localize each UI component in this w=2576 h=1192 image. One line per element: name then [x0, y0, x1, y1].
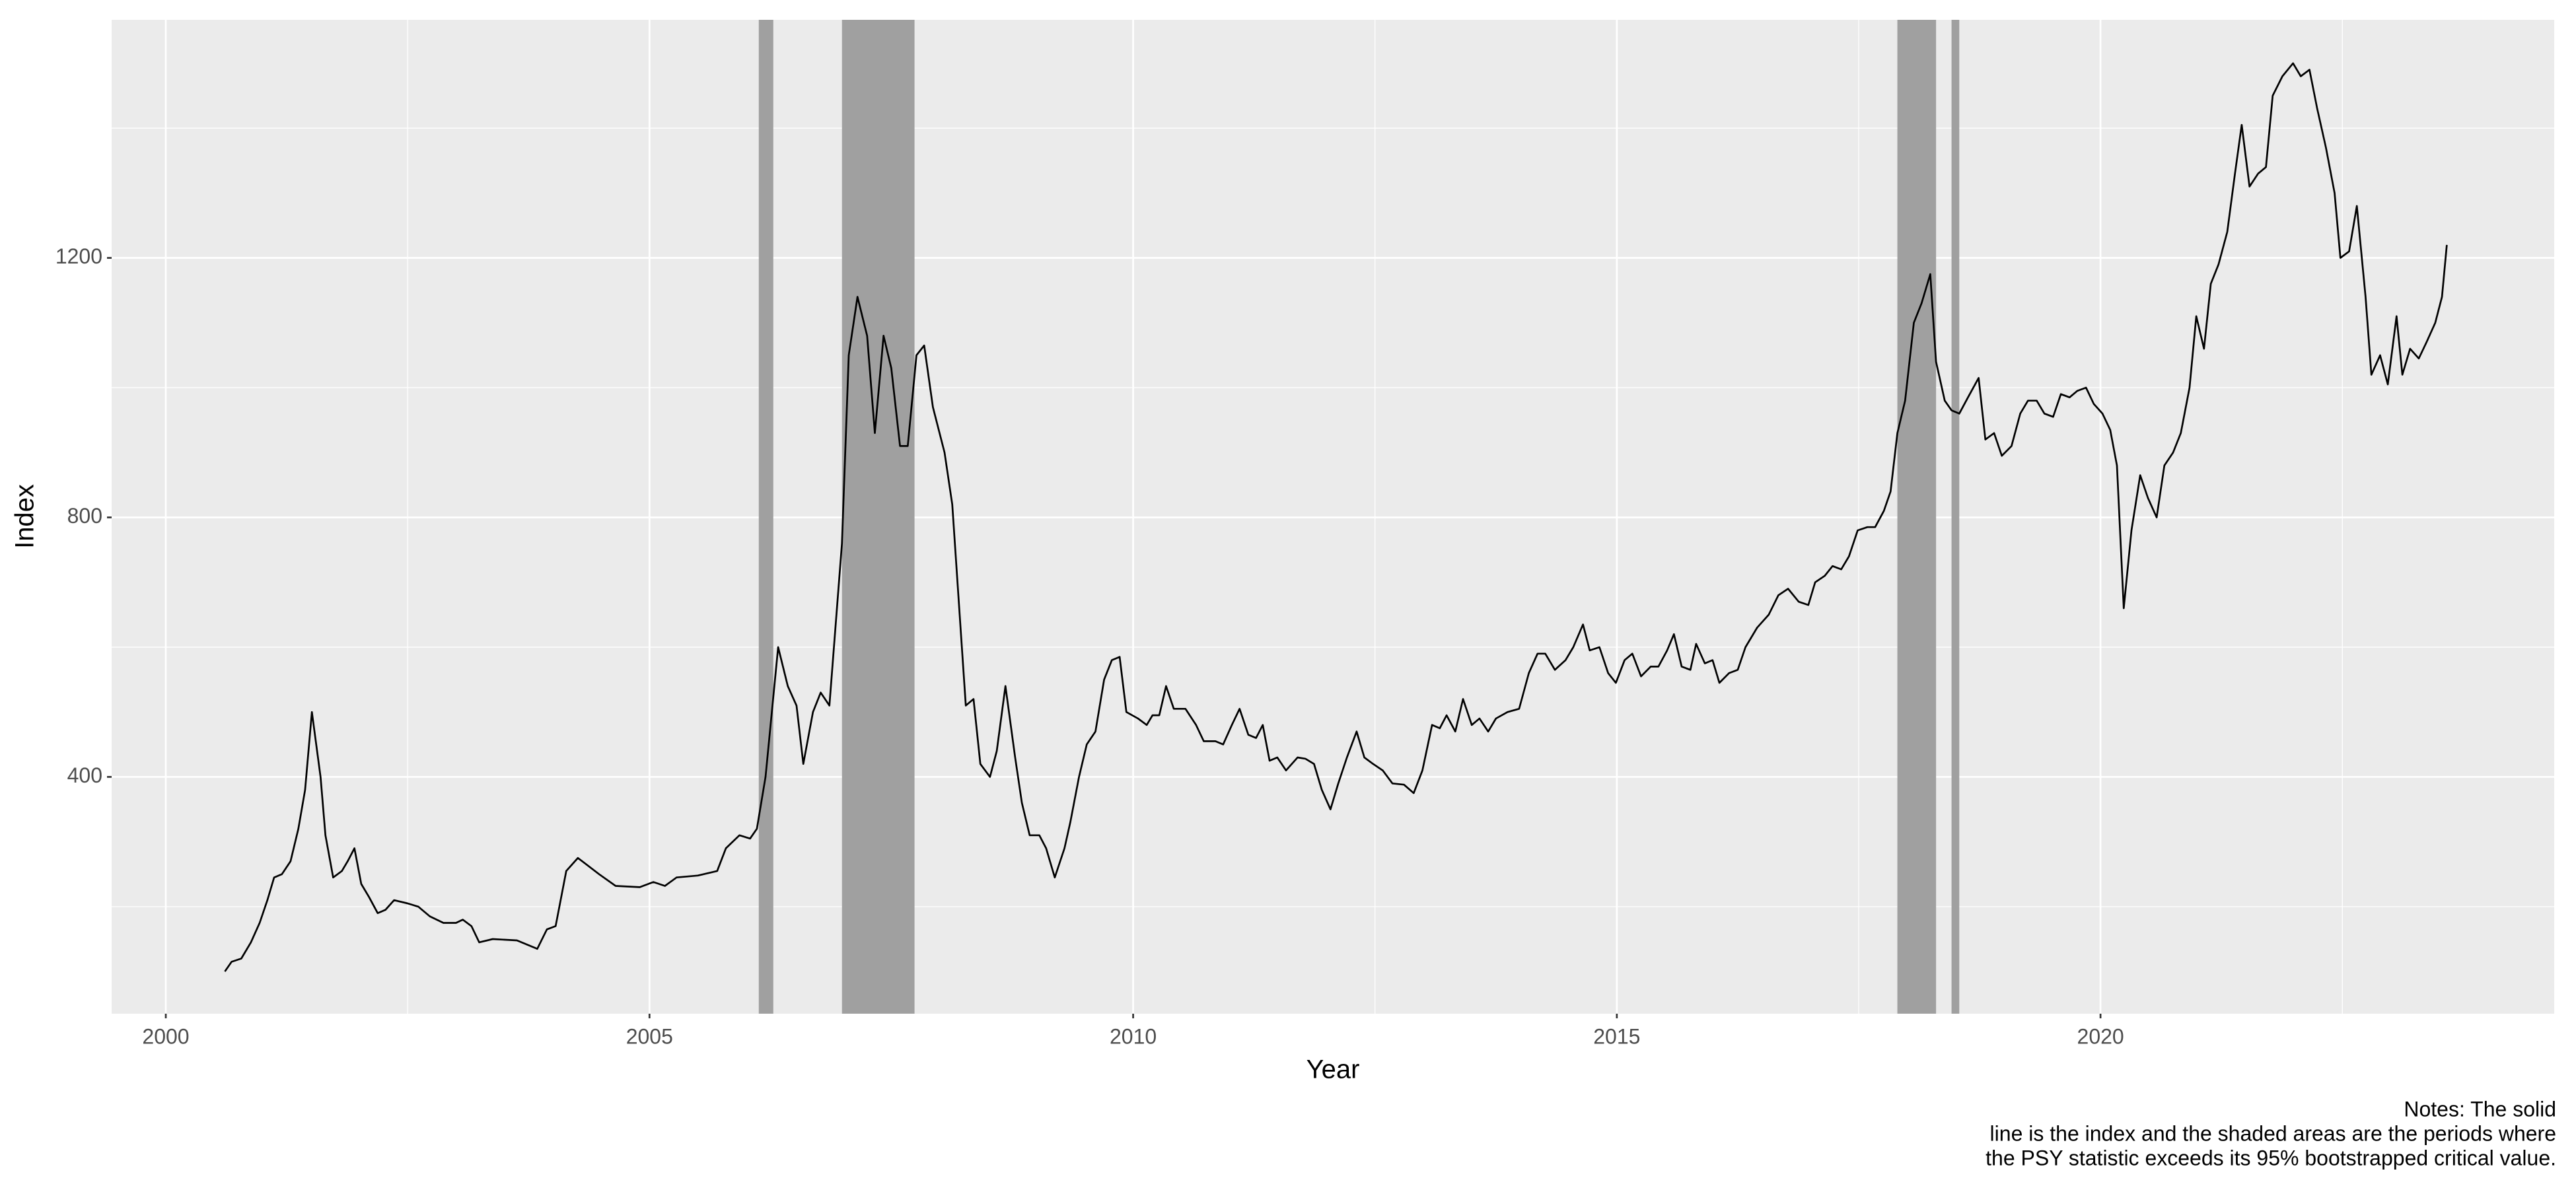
lines	[224, 62, 2448, 972]
y-tick-label: 1200	[55, 244, 102, 268]
labels: 400 800 1200 2000 2005 2010 2015 2020	[55, 244, 2124, 1048]
shaded-period	[758, 20, 773, 1014]
caption-line: line is the index and the shaded areas a…	[1990, 1121, 2556, 1145]
caption-line: the PSY statistic exceeds its 95% bootst…	[1986, 1146, 2556, 1170]
shaded-period	[841, 20, 915, 1014]
x-tick-label: 2000	[142, 1024, 189, 1048]
x-tick-label: 2020	[2077, 1024, 2124, 1048]
y-tick-label: 800	[67, 504, 102, 528]
shaded-period	[1951, 20, 1960, 1014]
grid	[107, 20, 2554, 1018]
shaded-period	[1897, 20, 1937, 1014]
index-line	[224, 62, 2448, 972]
x-axis-title: Year	[1306, 1055, 1360, 1084]
y-axis-title: Index	[11, 484, 40, 549]
x-tick-label: 2015	[1593, 1024, 1640, 1048]
shaded-periods	[758, 20, 1960, 1014]
x-tick-label: 2005	[626, 1024, 673, 1048]
caption-line: Notes: The solid	[2404, 1097, 2556, 1121]
x-tick-label: 2010	[1110, 1024, 1157, 1048]
y-tick-label: 400	[67, 763, 102, 787]
